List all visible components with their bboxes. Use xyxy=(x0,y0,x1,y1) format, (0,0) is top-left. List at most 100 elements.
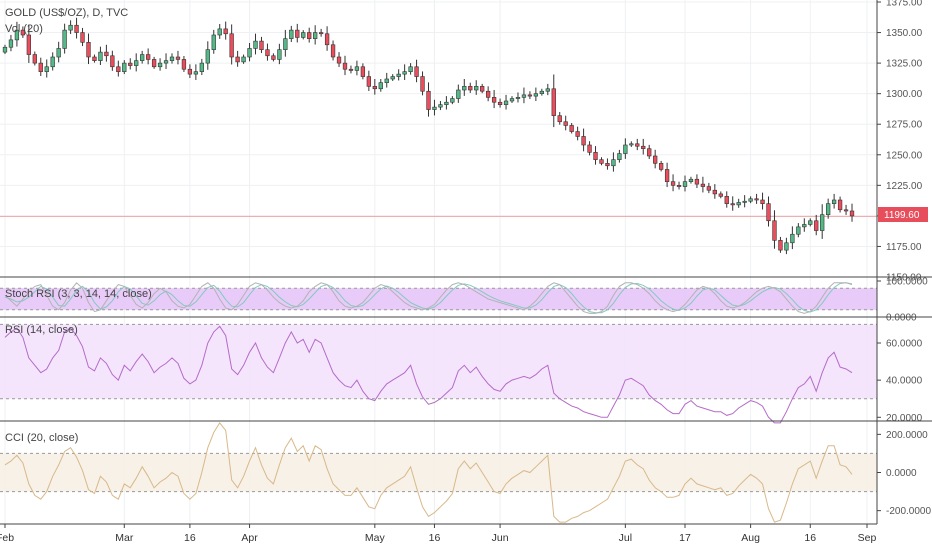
candle xyxy=(778,240,783,251)
candle xyxy=(641,145,646,149)
candle xyxy=(468,86,473,91)
candle xyxy=(116,66,121,72)
price-tick-label: 1325.00 xyxy=(886,59,923,70)
candle xyxy=(396,73,401,77)
x-tick-label: Aug xyxy=(741,532,760,544)
candle xyxy=(241,56,246,63)
candle xyxy=(301,32,306,38)
candle xyxy=(575,131,580,137)
candle xyxy=(104,51,109,57)
candle xyxy=(790,233,795,244)
candle xyxy=(456,89,461,99)
candle xyxy=(647,148,652,157)
candle xyxy=(175,56,181,60)
candle xyxy=(259,40,264,50)
candle xyxy=(80,32,85,43)
candle xyxy=(706,186,712,191)
candle xyxy=(277,49,282,60)
candle xyxy=(700,183,706,187)
candle xyxy=(849,210,855,217)
candle xyxy=(110,55,115,68)
symbol-title: GOLD (US$/OZ), D, TVC xyxy=(5,7,128,19)
candle xyxy=(211,34,216,50)
candle xyxy=(658,163,664,170)
x-tick-label: Jul xyxy=(619,532,632,544)
candle xyxy=(837,199,843,211)
candle xyxy=(313,32,318,39)
candle xyxy=(318,32,324,35)
candle xyxy=(289,29,294,39)
price-tick-label: 1250.00 xyxy=(886,150,923,161)
x-tick-label: 17 xyxy=(679,532,691,544)
candle xyxy=(670,181,676,186)
candle xyxy=(617,153,622,160)
candle xyxy=(92,56,97,61)
candle xyxy=(784,242,789,251)
candle xyxy=(271,55,276,60)
candle xyxy=(843,209,849,212)
rsi-tick-label: 20.0000 xyxy=(886,413,923,424)
candle xyxy=(491,97,497,103)
candle xyxy=(360,66,366,77)
candle xyxy=(74,24,79,33)
candle xyxy=(50,56,55,68)
candle xyxy=(462,86,467,91)
candle xyxy=(307,32,312,39)
candle xyxy=(169,56,175,61)
candle xyxy=(229,33,234,58)
candle xyxy=(330,44,336,58)
price-tick-label: 1225.00 xyxy=(886,181,923,192)
candle xyxy=(86,42,91,58)
candle xyxy=(664,169,670,182)
candle xyxy=(366,76,371,87)
x-tick-label: Apr xyxy=(241,532,258,544)
candle xyxy=(384,78,389,83)
candle xyxy=(98,51,103,61)
candle xyxy=(128,62,133,66)
candle xyxy=(497,101,503,105)
candle xyxy=(814,220,819,231)
candle xyxy=(796,226,801,235)
candle xyxy=(605,163,610,167)
candle xyxy=(253,40,258,49)
candle xyxy=(551,88,556,116)
candle xyxy=(134,60,139,66)
x-tick-label: Mar xyxy=(115,532,134,544)
candle xyxy=(563,121,568,126)
x-tick-label: 16 xyxy=(429,532,441,544)
candle xyxy=(545,88,550,92)
candle xyxy=(653,155,658,164)
candle xyxy=(760,199,765,204)
candle xyxy=(599,159,604,164)
stoch-rsi-tick-label: 0.0000 xyxy=(886,313,917,324)
candle xyxy=(581,136,586,146)
candle xyxy=(205,49,210,64)
candle xyxy=(712,189,717,195)
candle xyxy=(730,203,735,206)
candle xyxy=(38,62,43,72)
stoch-rsi-label: Stoch RSI (3, 3, 14, 14, close) xyxy=(5,288,152,300)
candle xyxy=(390,76,395,80)
volume-label: Vol (20) xyxy=(5,23,43,35)
candle xyxy=(688,178,694,182)
candle xyxy=(414,66,419,77)
candle xyxy=(480,86,485,92)
candle xyxy=(826,203,831,215)
candle xyxy=(44,66,49,72)
candle xyxy=(629,143,634,146)
x-tick-label: May xyxy=(365,532,386,544)
last-price-value: 1199.60 xyxy=(884,210,920,221)
candle xyxy=(342,62,348,70)
rsi-pane xyxy=(4,325,853,424)
price-tick-label: 1300.00 xyxy=(886,89,923,100)
candle xyxy=(193,71,199,75)
candle xyxy=(187,68,193,75)
x-tick-label: 16 xyxy=(184,532,196,544)
candle xyxy=(682,181,688,187)
candle xyxy=(420,76,425,92)
rsi-label: RSI (14, close) xyxy=(5,324,78,336)
candle xyxy=(515,97,521,99)
candle xyxy=(486,90,491,98)
